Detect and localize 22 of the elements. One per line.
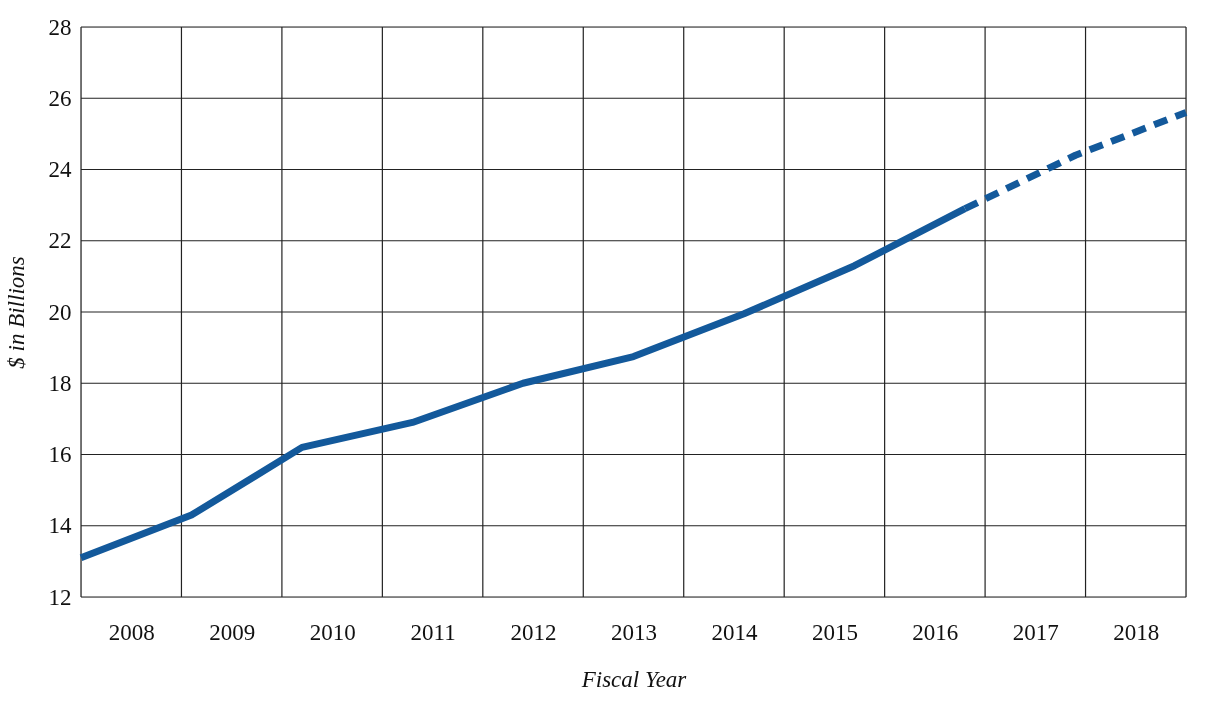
x-axis-title: Fiscal Year xyxy=(580,666,688,692)
x-tick-label: 2008 xyxy=(108,619,155,645)
y-axis-title: $ in Billions xyxy=(3,256,29,369)
y-tick-label: 12 xyxy=(48,584,72,610)
x-tick-label: 2015 xyxy=(811,619,858,645)
x-tick-label: 2013 xyxy=(611,619,657,645)
x-tick-label: 2018 xyxy=(1113,619,1160,645)
y-tick-label: 20 xyxy=(48,299,72,325)
x-tick-label: 2009 xyxy=(209,619,256,645)
x-tick-label: 2011 xyxy=(410,619,456,645)
x-tick-label: 2017 xyxy=(1012,619,1059,645)
y-tick-label: 14 xyxy=(48,513,72,539)
x-tick-label: 2012 xyxy=(510,619,557,645)
y-tick-label: 26 xyxy=(48,85,72,111)
x-tick-label: 2010 xyxy=(309,619,356,645)
y-tick-label: 24 xyxy=(48,157,72,182)
y-tick-label: 28 xyxy=(48,14,72,40)
x-tick-label: 2014 xyxy=(711,619,758,645)
y-tick-label: 18 xyxy=(48,370,72,396)
y-tick-label: 22 xyxy=(48,228,72,254)
x-tick-label: 2016 xyxy=(912,619,959,645)
y-tick-label: 16 xyxy=(48,442,72,467)
